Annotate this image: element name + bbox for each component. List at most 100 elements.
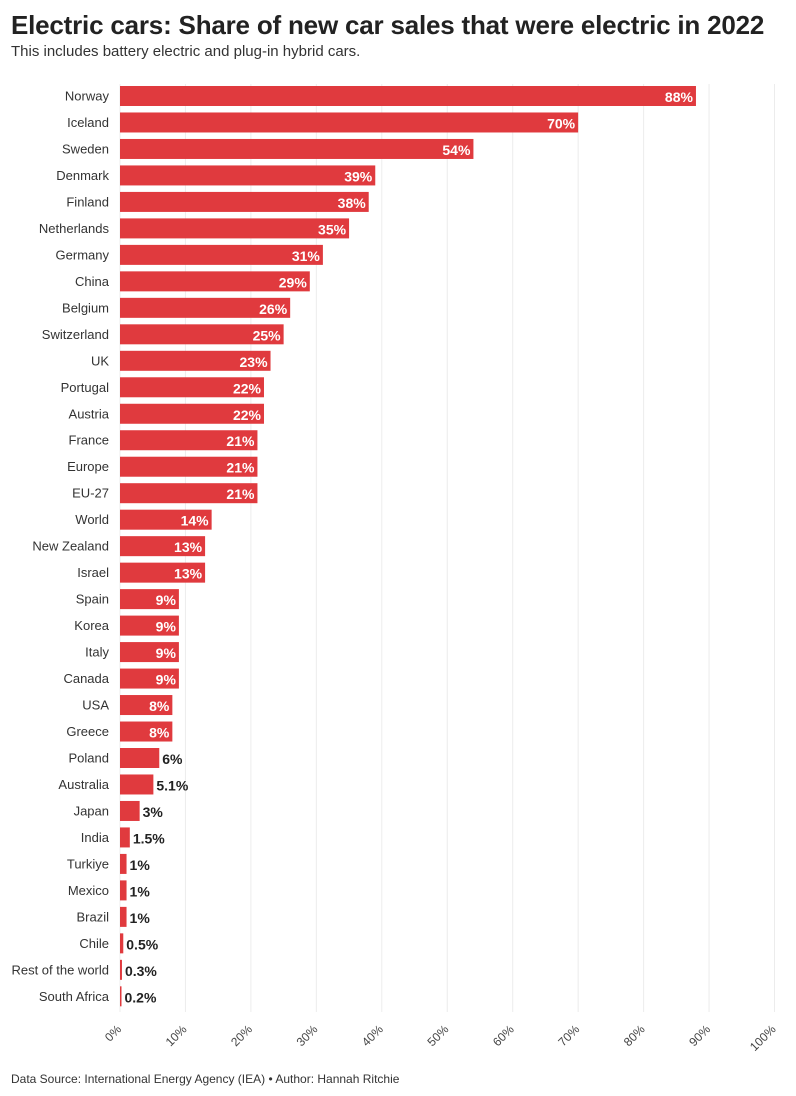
bar xyxy=(120,218,350,239)
category-label: USA xyxy=(82,698,109,713)
chart-subtitle: This includes battery electric and plug-… xyxy=(11,43,361,60)
chart-title: Electric cars: Share of new car sales th… xyxy=(11,10,765,40)
data-label: 9% xyxy=(156,672,177,688)
category-labels: Norway Iceland Sweden Denmark Finland Netherl… xyxy=(11,89,109,1004)
data-label: 35% xyxy=(318,221,347,237)
data-label: 0.2% xyxy=(125,989,157,1005)
x-tick-label: 30% xyxy=(294,1022,321,1049)
data-label: 26% xyxy=(259,301,288,317)
x-tick-label: 60% xyxy=(490,1022,517,1049)
data-label: 1% xyxy=(130,857,151,873)
data-label: 21% xyxy=(226,433,255,449)
data-label: 13% xyxy=(174,566,203,582)
category-label: Belgium xyxy=(62,300,109,315)
value-labels: 88% 70% 54% 39% 38% 35% 31% 29% 26% 25% 23% 22% 22% 2… xyxy=(125,89,694,1005)
data-label: 9% xyxy=(156,592,177,608)
category-label: Denmark xyxy=(56,168,109,183)
category-label: Mexico xyxy=(68,883,109,898)
bar xyxy=(120,721,173,742)
data-label: 1% xyxy=(130,883,151,899)
data-label: 8% xyxy=(149,725,170,741)
data-label: 9% xyxy=(156,619,177,635)
bar xyxy=(120,774,154,795)
bar xyxy=(120,165,376,186)
bar xyxy=(120,244,323,265)
data-label: 88% xyxy=(665,89,694,105)
bar xyxy=(120,668,179,689)
category-label: Europe xyxy=(67,459,109,474)
x-tick-label: 70% xyxy=(555,1022,582,1049)
data-label: 38% xyxy=(338,195,367,211)
data-label: 0.5% xyxy=(126,936,158,952)
bar xyxy=(120,430,258,451)
bar xyxy=(120,324,284,345)
data-source-note: Data Source: International Energy Agency… xyxy=(11,1072,400,1086)
category-label: Korea xyxy=(74,618,109,633)
bar xyxy=(120,959,122,980)
category-label: Poland xyxy=(69,751,109,766)
category-label: Sweden xyxy=(62,141,109,156)
data-label: 22% xyxy=(233,380,262,396)
data-label: 39% xyxy=(344,168,373,184)
data-label: 22% xyxy=(233,407,262,423)
bar xyxy=(120,986,122,1007)
bar xyxy=(120,642,179,663)
bar xyxy=(120,536,206,557)
x-tick-label: 0% xyxy=(102,1022,124,1044)
data-label: 8% xyxy=(149,698,170,714)
bar xyxy=(120,297,291,318)
category-label: Netherlands xyxy=(39,221,110,236)
x-tick-label: 50% xyxy=(424,1022,451,1049)
data-label: 21% xyxy=(226,460,255,476)
category-label: Greece xyxy=(66,724,109,739)
category-label: Rest of the world xyxy=(11,962,109,977)
x-tick-label: 40% xyxy=(359,1022,386,1049)
data-label: 14% xyxy=(181,513,210,529)
bar xyxy=(120,800,140,821)
data-label: 5.1% xyxy=(156,777,188,793)
bar xyxy=(120,86,696,106)
bar xyxy=(120,589,179,610)
data-label: 0.3% xyxy=(125,963,157,979)
bar xyxy=(120,562,206,583)
category-label: Portugal xyxy=(61,380,110,395)
bar xyxy=(120,827,130,848)
bar xyxy=(120,615,179,636)
bar xyxy=(120,695,173,716)
category-label: Norway xyxy=(65,89,110,104)
category-label: South Africa xyxy=(39,989,110,1004)
category-label: Chile xyxy=(79,936,109,951)
data-label: 54% xyxy=(442,142,471,158)
data-label: 29% xyxy=(279,274,308,290)
data-label: 3% xyxy=(143,804,164,820)
category-label: China xyxy=(75,274,110,289)
data-label: 6% xyxy=(162,751,183,767)
data-label: 23% xyxy=(240,354,269,370)
bar xyxy=(120,403,264,424)
category-label: Italy xyxy=(85,645,109,660)
category-label: Brazil xyxy=(76,909,109,924)
bars xyxy=(120,86,696,1007)
category-label: New Zealand xyxy=(32,539,109,554)
bar xyxy=(120,350,271,371)
data-label: 1.5% xyxy=(133,830,165,846)
category-label: Australia xyxy=(58,777,109,792)
category-label: Turkiye xyxy=(67,856,109,871)
category-label: France xyxy=(69,433,109,448)
category-label: Finland xyxy=(66,194,109,209)
category-label: Germany xyxy=(56,247,110,262)
bar xyxy=(120,853,127,874)
category-label: Canada xyxy=(63,671,109,686)
bar xyxy=(120,138,474,159)
category-label: India xyxy=(81,830,110,845)
category-label: EU-27 xyxy=(72,486,109,501)
data-label: 9% xyxy=(156,645,177,661)
bar xyxy=(120,906,127,927)
data-label: 21% xyxy=(226,486,255,502)
category-label: Iceland xyxy=(67,115,109,130)
category-label: Switzerland xyxy=(42,327,109,342)
data-label: 13% xyxy=(174,539,203,555)
category-label: UK xyxy=(91,353,109,368)
x-tick-label: 10% xyxy=(163,1022,190,1049)
